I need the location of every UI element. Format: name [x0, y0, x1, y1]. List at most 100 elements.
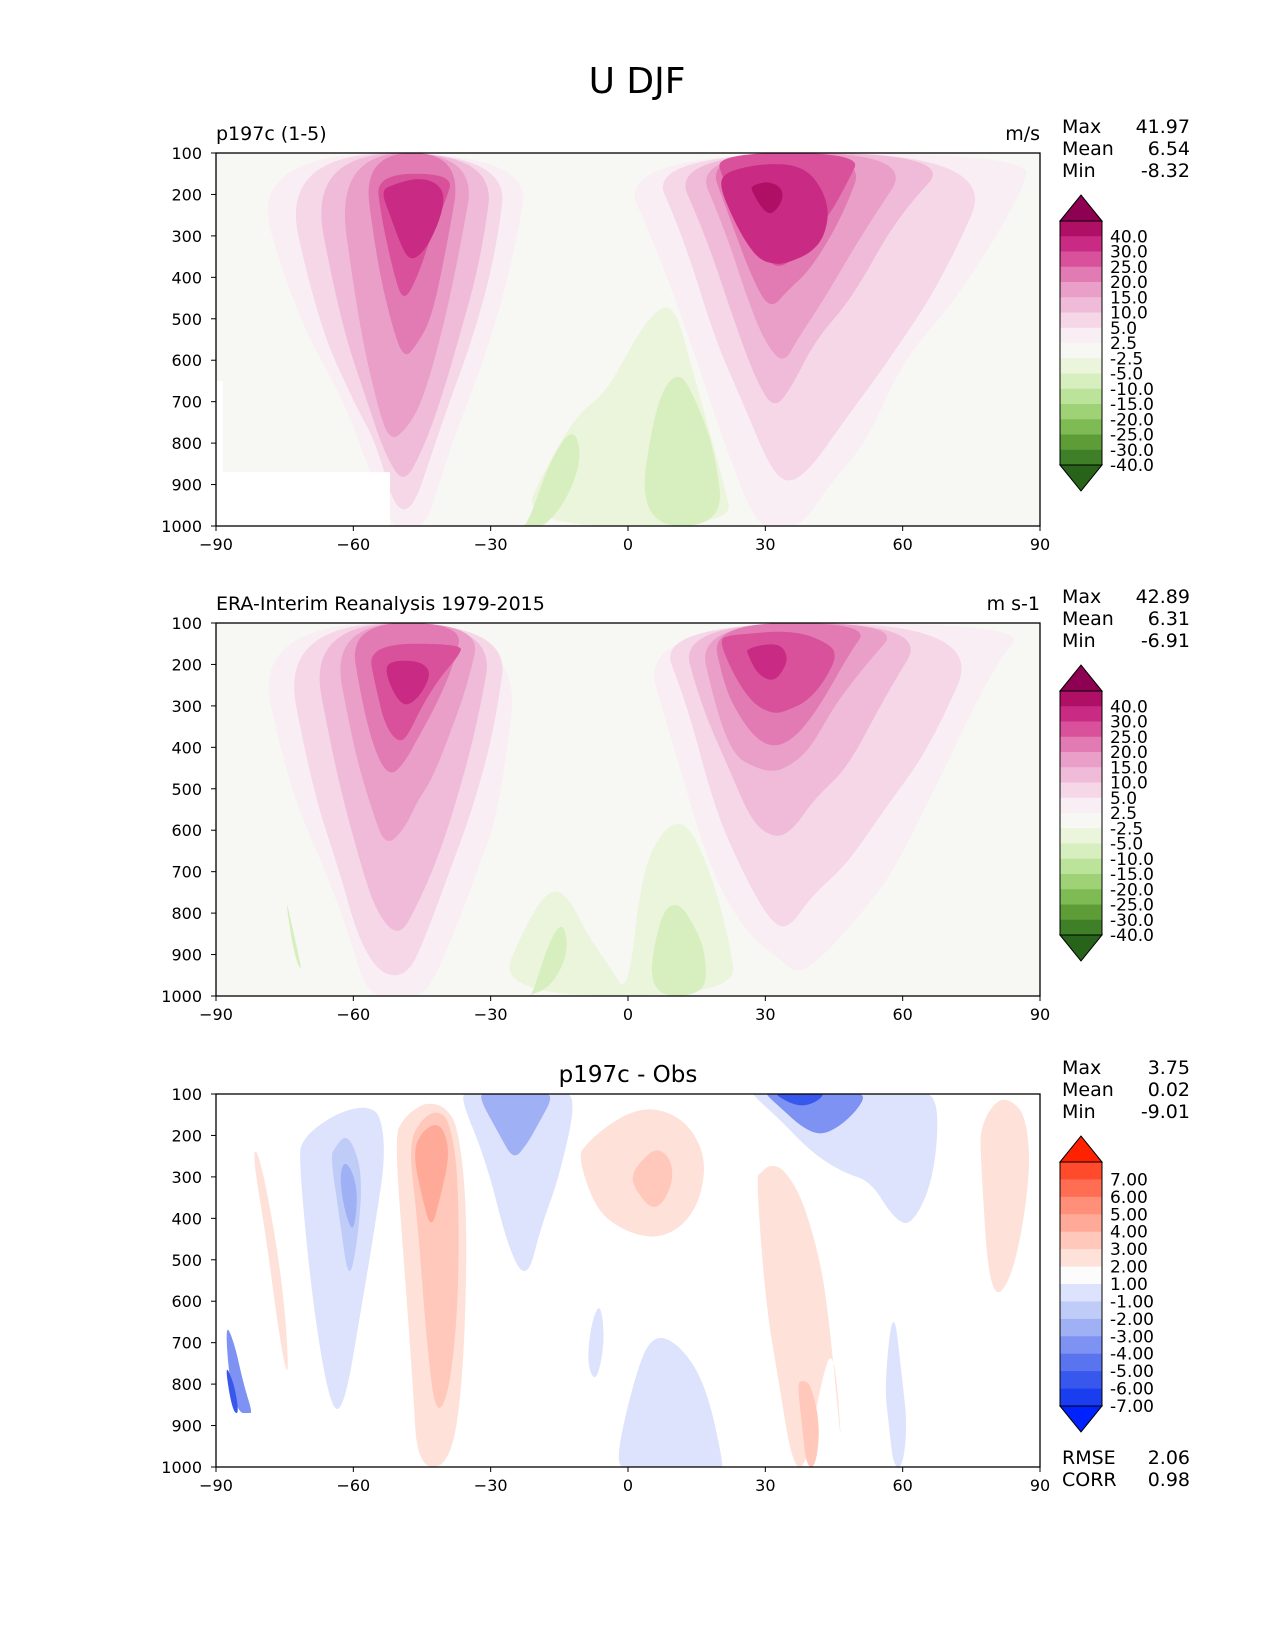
- colorbar-segment-0-8: [1060, 327, 1102, 344]
- colorbar-extend-bottom-2: [1058, 1405, 1104, 1433]
- colorbar-label-2-9: -3.00: [1110, 1327, 1154, 1347]
- colorbar-label-2-4: 3.00: [1110, 1240, 1148, 1260]
- colorbar-label-2-2: 5.00: [1110, 1205, 1148, 1225]
- colorbar-frame-0: [1059, 220, 1103, 466]
- x-tick-label-2-1: −60: [336, 1476, 370, 1495]
- colorbar-segment-2-3: [1060, 1196, 1102, 1215]
- x-tick-label-0-1: −60: [336, 535, 370, 554]
- figure-title: U DJF: [589, 61, 686, 102]
- colorbar-segment-2-6: [1060, 1249, 1102, 1268]
- y-tick-label-2-0: 100: [171, 1085, 202, 1104]
- colorbar-segment-1-4: [1060, 736, 1102, 753]
- y-tick-label-0-4: 500: [171, 310, 202, 329]
- colorbar-label-2-10: -4.00: [1110, 1345, 1154, 1365]
- colorbar-segment-2-7: [1060, 1266, 1102, 1285]
- panel-title-0: p197c (1-5): [216, 123, 327, 145]
- x-tick-label-1-6: 90: [1030, 1005, 1050, 1024]
- x-tick-label-2-4: 30: [755, 1476, 775, 1495]
- y-tick-label-1-4: 500: [171, 780, 202, 799]
- metric-corr-label: CORR: [1062, 1469, 1117, 1491]
- panel-title-1: ERA-Interim Reanalysis 1979-2015: [216, 593, 545, 615]
- contour-positive-6: [757, 1165, 841, 1467]
- colorbar-segment-0-5: [1060, 282, 1102, 298]
- y-tick-label-0-6: 700: [171, 393, 202, 412]
- colorbar-segment-0-4: [1060, 266, 1102, 283]
- stat-mean-label-1: Mean: [1062, 608, 1114, 630]
- x-tick-label-2-0: −90: [199, 1476, 233, 1495]
- y-tick-label-2-9: 1000: [161, 1458, 202, 1477]
- colorbar-segment-0-1: [1060, 221, 1102, 237]
- contour-negative-0: [300, 1107, 384, 1409]
- colorbar-label-1-1: 30.0: [1110, 713, 1148, 733]
- y-tick-label-1-3: 400: [171, 738, 202, 757]
- x-tick-label-0-0: −90: [199, 535, 233, 554]
- contour-positive-3: [415, 1125, 448, 1223]
- colorbar-segment-0-9: [1060, 343, 1102, 359]
- colorbar-segment-0-2: [1060, 236, 1102, 253]
- colorbar-segment-1-12: [1060, 858, 1102, 875]
- stat-min-value-1: -6.91: [1141, 630, 1190, 652]
- colorbar-segment-1-3: [1060, 721, 1102, 738]
- colorbar-segment-0-15: [1060, 434, 1102, 451]
- x-tick-label-2-3: 0: [623, 1476, 633, 1495]
- colorbar-segment-0-12: [1060, 388, 1102, 405]
- colorbar-extend-top-1: [1058, 664, 1104, 692]
- colorbar-label-0-3: 20.0: [1110, 273, 1148, 293]
- contour-positive-7: [798, 1381, 819, 1467]
- contour-east-0-3: [237, 415, 250, 471]
- x-tick-label-0-6: 90: [1030, 535, 1050, 554]
- y-tick-label-1-7: 800: [171, 904, 202, 923]
- colorbar-label-1-10: -10.0: [1110, 850, 1154, 870]
- contour-positive-8: [980, 1099, 1030, 1293]
- y-tick-label-0-1: 200: [171, 185, 202, 204]
- colorbar-segment-2-4: [1060, 1214, 1102, 1233]
- y-tick-label-1-1: 200: [171, 655, 202, 674]
- colorbar-segment-0-13: [1060, 404, 1102, 420]
- colorbar-segment-1-6: [1060, 767, 1102, 784]
- y-tick-label-0-5: 600: [171, 351, 202, 370]
- contour-negative-7: [753, 1094, 938, 1224]
- colorbar-label-1-13: -25.0: [1110, 896, 1154, 916]
- colorbar-label-0-13: -25.0: [1110, 426, 1154, 446]
- colorbar-label-0-15: -40.0: [1110, 456, 1154, 476]
- colorbar-label-1-6: 5.0: [1110, 789, 1137, 809]
- contour-east-1-1: [529, 926, 567, 996]
- stat-mean-label-0: Mean: [1062, 138, 1114, 160]
- y-tick-label-1-6: 700: [171, 863, 202, 882]
- colorbar-label-0-9: -5.0: [1110, 365, 1143, 385]
- colorbar-label-1-7: 2.5: [1110, 804, 1137, 824]
- colorbar-label-0-1: 30.0: [1110, 243, 1148, 263]
- colorbar-segment-1-15: [1060, 904, 1102, 921]
- contour-negative-12: [226, 1369, 238, 1414]
- colorbar-label-1-5: 10.0: [1110, 774, 1148, 794]
- colorbar-segment-2-13: [1060, 1371, 1102, 1390]
- contour-negative-6: [588, 1308, 604, 1378]
- colorbar-label-1-12: -20.0: [1110, 880, 1154, 900]
- y-tick-label-0-0: 100: [171, 144, 202, 163]
- metric-rmse-value: 2.06: [1148, 1447, 1190, 1469]
- x-tick-label-1-4: 30: [755, 1005, 775, 1024]
- contour-negative-10: [885, 1321, 907, 1467]
- missing-region-2-0: [216, 1321, 223, 1467]
- contour-jet-1-13: [747, 644, 787, 680]
- plot-area-0: [216, 153, 1040, 526]
- x-tick-label-0-5: 60: [892, 535, 912, 554]
- stat-mean-value-2: 0.02: [1148, 1079, 1190, 1101]
- colorbar-label-1-2: 25.0: [1110, 728, 1148, 748]
- colorbar-extend-bottom-1: [1058, 934, 1104, 962]
- y-tick-label-1-9: 1000: [161, 987, 202, 1006]
- y-tick-label-2-6: 700: [171, 1334, 202, 1353]
- missing-region-2-1: [216, 1413, 390, 1467]
- y-tick-label-0-3: 400: [171, 268, 202, 287]
- colorbar-segment-1-14: [1060, 889, 1102, 906]
- colorbar-segment-1-2: [1060, 706, 1102, 723]
- colorbar-label-2-6: 1.00: [1110, 1275, 1148, 1295]
- colorbar-segment-1-16: [1060, 919, 1102, 936]
- stat-mean-value-0: 6.54: [1148, 138, 1190, 160]
- colorbar-label-1-8: -2.5: [1110, 819, 1143, 839]
- colorbar-segment-2-5: [1060, 1231, 1102, 1250]
- colorbar-segment-0-14: [1060, 419, 1102, 436]
- colorbar-label-0-10: -10.0: [1110, 380, 1154, 400]
- colorbar-segment-2-11: [1060, 1336, 1102, 1355]
